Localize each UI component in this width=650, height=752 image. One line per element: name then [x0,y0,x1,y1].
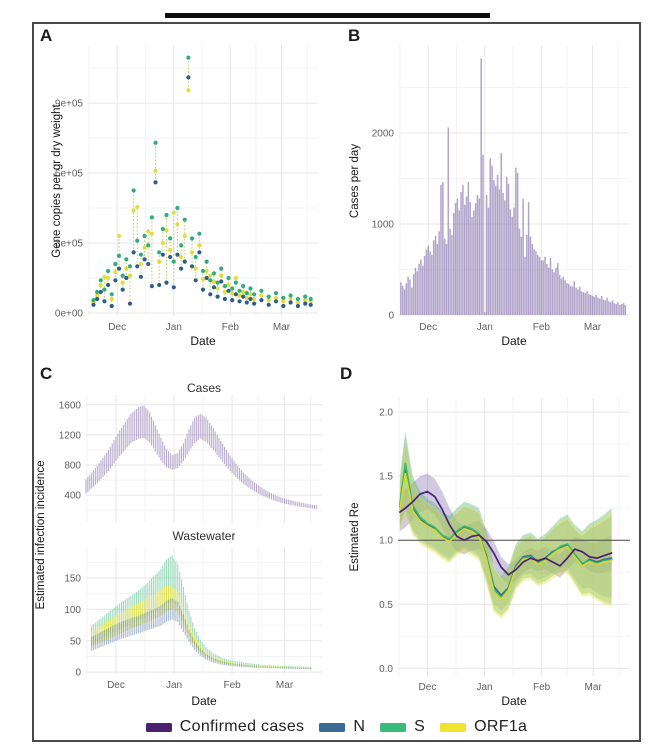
legend-item-s: S [380,718,425,736]
legend-swatch-s [380,722,407,732]
legend-swatch-n [319,722,346,732]
axis-title-x-d: Date [501,694,527,708]
svg-text:Mar: Mar [276,680,294,691]
svg-text:Jan: Jan [476,682,492,693]
panel-label-a: A [40,26,53,45]
legend-label-s: S [414,718,426,735]
axis-title-x-b: Date [501,334,527,348]
svg-text:3e+05: 3e+05 [55,239,84,250]
svg-text:Feb: Feb [223,680,241,691]
svg-text:150: 150 [64,574,81,585]
panel-label-b: B [348,26,361,45]
svg-text:1200: 1200 [59,430,82,441]
svg-text:100: 100 [64,605,81,616]
legend-item-orf1a: ORF1a [440,718,527,736]
svg-text:0.5: 0.5 [379,600,393,611]
svg-text:Mar: Mar [273,322,291,333]
svg-text:9e+05: 9e+05 [55,99,84,110]
svg-text:800: 800 [64,461,81,472]
svg-text:Feb: Feb [533,322,551,333]
svg-text:400: 400 [64,491,81,502]
legend: Confirmed cases N S ORF1a [32,716,641,738]
axis-title-y-d: Estimated Re [349,502,361,572]
svg-text:Dec: Dec [419,682,437,693]
legend-label-confirmed-cases: Confirmed cases [179,718,305,735]
svg-text:1000: 1000 [372,219,395,230]
legend-item-n: N [319,718,365,736]
svg-text:Dec: Dec [419,322,437,333]
legend-swatch-orf1a [440,722,467,732]
top-rule [165,13,490,18]
svg-text:Dec: Dec [108,322,126,333]
svg-text:2.0: 2.0 [379,408,393,419]
axis-title-x-a: Date [190,334,216,348]
svg-text:1600: 1600 [59,400,82,411]
svg-text:0.0: 0.0 [379,664,393,675]
axis-title-y-c: Estimated infection incidence [35,460,47,610]
svg-text:Mar: Mar [585,682,603,693]
axis-title-y-b: Cases per day [349,143,361,219]
panel-label-d: D [340,364,353,383]
axis-title-y-a: Gene copies per gr dry weight [51,104,63,258]
figure-frame [32,22,641,742]
axis-title-x-c: Date [191,694,217,708]
facet-title-wastewater: Wastewater [172,529,236,543]
svg-text:Mar: Mar [584,322,602,333]
svg-text:1.0: 1.0 [379,536,393,547]
svg-text:Jan: Jan [166,322,182,333]
svg-text:Jan: Jan [477,322,493,333]
svg-text:50: 50 [70,636,82,647]
svg-text:0e+00: 0e+00 [55,308,84,319]
legend-swatch-confirmed-cases [145,722,172,732]
svg-text:Jan: Jan [166,680,182,691]
svg-text:Feb: Feb [222,322,240,333]
panel-label-c: C [40,364,53,383]
svg-text:6e+05: 6e+05 [55,169,84,180]
legend-label-orf1a: ORF1a [474,718,528,735]
svg-text:Dec: Dec [107,680,125,691]
svg-text:0: 0 [388,310,394,321]
legend-item-confirmed-cases: Confirmed cases [145,718,305,736]
svg-text:0: 0 [75,668,81,679]
legend-label-n: N [353,718,366,735]
svg-text:1.5: 1.5 [379,472,393,483]
svg-text:Feb: Feb [533,682,551,693]
svg-text:2000: 2000 [372,128,395,139]
facet-title-cases: Cases [186,381,222,395]
